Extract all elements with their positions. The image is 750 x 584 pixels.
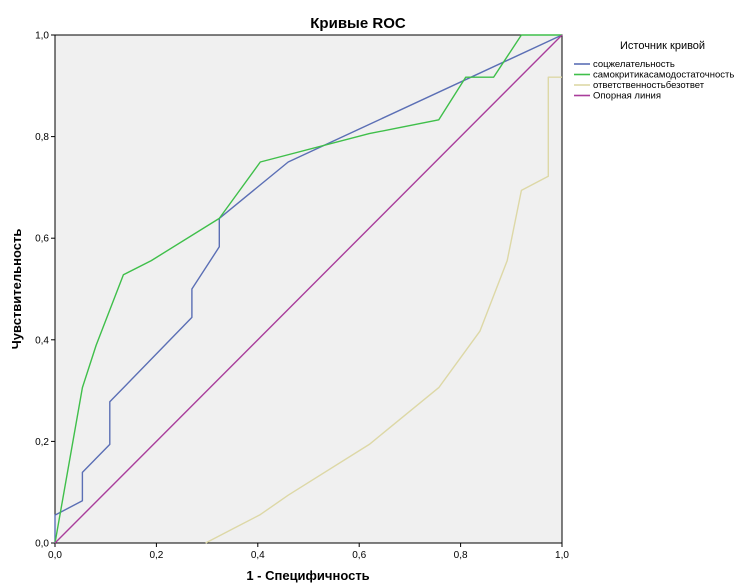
y-axis-label: Чувствительность bbox=[9, 229, 24, 350]
x-tick-label: 0,8 bbox=[454, 550, 468, 561]
y-tick-label: 0,8 bbox=[35, 132, 49, 143]
x-tick-label: 0,4 bbox=[251, 550, 265, 561]
series-line bbox=[54, 34, 563, 544]
x-axis-label: 1 - Специфичность bbox=[246, 568, 369, 583]
x-tick-label: 1,0 bbox=[555, 550, 569, 561]
legend-item-label: самокритикасамодостаточность bbox=[593, 70, 734, 81]
legend-item-label: Опорная линия bbox=[593, 91, 661, 102]
series-line bbox=[54, 34, 563, 543]
y-tick-label: 1,0 bbox=[35, 31, 49, 42]
legend-item-label: ответственностьбезответ bbox=[593, 80, 705, 91]
x-tick-label: 0,0 bbox=[48, 550, 62, 561]
series-lines bbox=[54, 34, 563, 544]
y-tick-label: 0,2 bbox=[35, 437, 49, 448]
y-tick-label: 0,6 bbox=[35, 234, 49, 245]
legend-item-label: соцжелательность bbox=[593, 59, 675, 70]
legend-title: Источник кривой bbox=[620, 40, 705, 52]
y-tick-label: 0,4 bbox=[35, 335, 49, 346]
axis-ticks: 0,0 0,2 0,4 0,6 0,8 1,0 0,0 0,2 0,4 0,6 0,8 1,0 bbox=[35, 31, 569, 562]
y-tick-label: 0,0 bbox=[35, 539, 49, 550]
chart-title: Кривые ROC bbox=[310, 15, 406, 32]
series-line bbox=[205, 76, 562, 544]
series-line bbox=[54, 34, 562, 544]
x-tick-label: 0,6 bbox=[352, 550, 366, 561]
legend: соцжелательностьсамокритикасамодостаточн… bbox=[574, 59, 734, 102]
x-tick-label: 0,2 bbox=[149, 550, 163, 561]
